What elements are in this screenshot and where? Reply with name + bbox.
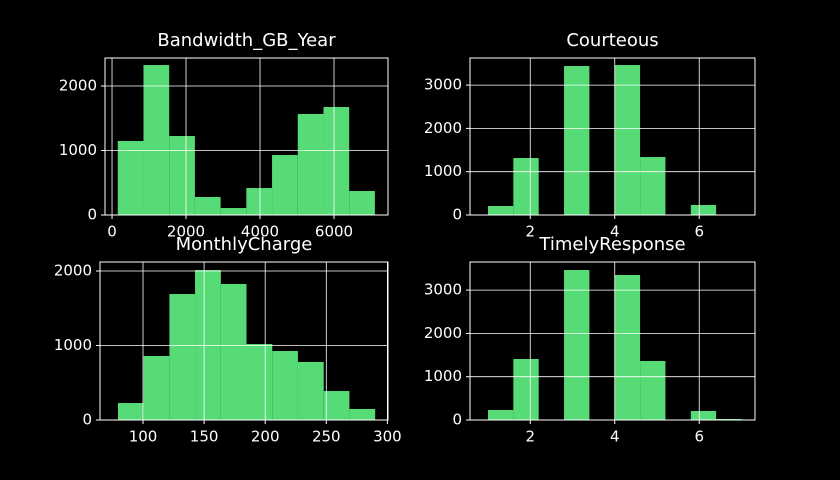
y-tick-label: 0 xyxy=(452,411,462,429)
bar xyxy=(323,107,350,215)
y-tick-label: 0 xyxy=(87,206,97,224)
bar xyxy=(323,391,350,420)
x-tick-label: 300 xyxy=(373,428,402,446)
axes-frame xyxy=(469,57,756,216)
bar xyxy=(297,361,324,420)
bar xyxy=(487,205,514,215)
x-tick-label: 150 xyxy=(190,428,219,446)
y-tick-label: 1000 xyxy=(59,141,97,159)
x-tick-label: 2 xyxy=(525,223,535,241)
x-tick-label: 0 xyxy=(107,223,117,241)
bar xyxy=(272,351,298,420)
bar xyxy=(195,270,221,420)
bar xyxy=(143,356,170,420)
bar xyxy=(513,158,539,215)
bar xyxy=(564,270,590,420)
y-tick-label: 2000 xyxy=(424,119,462,137)
bar xyxy=(194,197,221,215)
axes-frame xyxy=(469,261,756,421)
bar xyxy=(564,66,590,216)
y-tick-label: 2000 xyxy=(424,324,462,342)
bar xyxy=(272,155,298,215)
chart-title: Bandwidth_GB_Year xyxy=(157,30,336,51)
bar xyxy=(690,410,717,420)
bar xyxy=(513,358,539,420)
x-tick-label: 2 xyxy=(525,428,535,446)
bar xyxy=(487,409,514,420)
chart-title: Courteous xyxy=(566,30,658,51)
x-tick-label: 200 xyxy=(251,428,280,446)
x-tick-label: 4000 xyxy=(241,223,279,241)
axes-frame xyxy=(104,57,389,216)
y-tick-label: 1000 xyxy=(424,162,462,180)
bar xyxy=(220,283,247,420)
bar xyxy=(297,113,324,215)
axes-frame xyxy=(99,261,389,421)
chart-title: MonthlyCharge xyxy=(176,234,313,255)
y-tick-label: 1000 xyxy=(54,336,92,354)
y-tick-label: 1000 xyxy=(424,367,462,385)
x-tick-label: 6 xyxy=(694,428,704,446)
x-tick-label: 2000 xyxy=(167,223,205,241)
y-tick-label: 3000 xyxy=(424,76,462,94)
bar xyxy=(349,191,375,215)
bar xyxy=(614,65,641,215)
x-tick-label: 4 xyxy=(610,428,620,446)
bar xyxy=(143,65,170,215)
x-tick-label: 4 xyxy=(610,223,620,241)
y-tick-label: 3000 xyxy=(424,281,462,299)
y-tick-label: 2000 xyxy=(54,262,92,280)
chart-title: TimelyResponse xyxy=(538,234,685,255)
bar xyxy=(220,208,247,215)
bar xyxy=(117,141,144,215)
bar xyxy=(169,135,195,215)
x-tick-label: 6 xyxy=(694,223,704,241)
y-tick-label: 0 xyxy=(452,206,462,224)
bar xyxy=(640,157,666,215)
bar xyxy=(169,294,196,420)
bar xyxy=(349,408,376,420)
bar xyxy=(246,344,273,420)
bar xyxy=(246,188,273,215)
y-tick-label: 0 xyxy=(82,411,92,429)
x-tick-label: 6000 xyxy=(315,223,353,241)
x-tick-label: 250 xyxy=(312,428,341,446)
bar xyxy=(117,403,144,420)
y-tick-label: 2000 xyxy=(59,76,97,94)
bar xyxy=(640,360,666,420)
bar xyxy=(614,274,641,420)
bar xyxy=(690,204,717,215)
x-tick-label: 100 xyxy=(129,428,158,446)
